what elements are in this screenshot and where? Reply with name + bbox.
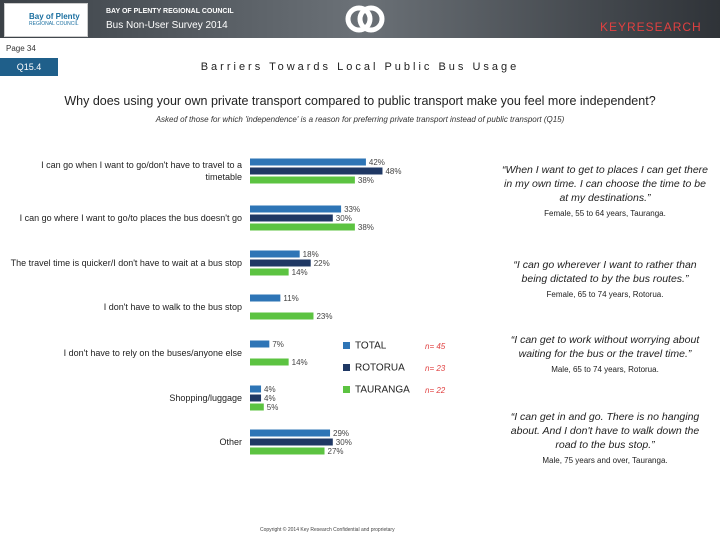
value-label: 14% [292, 358, 308, 367]
quote-source: Female, 65 to 74 years, Rotorua. [546, 290, 664, 299]
base-label: n= 45 [425, 342, 446, 351]
legend-label: TAURANGA [355, 385, 410, 396]
chart-subtitle: Asked of those for which 'independence' … [155, 115, 565, 124]
quote: “When I want to get to places I can get … [500, 163, 710, 221]
quote: “I can get in and go. There is no hangin… [500, 410, 710, 468]
bar [250, 250, 300, 258]
category-label: I don't have to walk to the bus stop [103, 302, 242, 312]
bar [250, 176, 355, 184]
base-label: n= 22 [425, 386, 446, 395]
value-label: 18% [303, 250, 319, 259]
legend-swatch [343, 364, 350, 371]
quote-text: “I can get in and go. There is no hangin… [510, 411, 700, 451]
category-label: I can go where I want to go/to places th… [19, 213, 242, 223]
quote-text: “When I want to get to places I can get … [501, 164, 709, 204]
chart-title: Why does using your own private transpor… [64, 94, 656, 108]
bar [250, 259, 311, 267]
bar [250, 403, 264, 411]
category-label: I don't have to rely on the buses/anyone… [63, 348, 242, 358]
value-label: 33% [344, 205, 360, 214]
legend-swatch [343, 386, 350, 393]
value-label: 23% [316, 312, 332, 321]
value-label: 4% [264, 385, 276, 394]
value-label: 5% [267, 403, 279, 412]
value-label: 14% [292, 268, 308, 277]
category-label: Shopping/luggage [169, 393, 242, 403]
base-label: n= 23 [425, 364, 446, 373]
bar [250, 340, 270, 348]
emblem [345, 5, 385, 33]
legend-label: ROTORUA [355, 363, 405, 374]
bar [250, 223, 355, 231]
footer: Copyright © 2014 Key Research Confidenti… [260, 527, 395, 533]
quote: “I can get to work without worrying abou… [500, 333, 710, 377]
value-label: 7% [272, 340, 284, 349]
quote-text: “I can get to work without worrying abou… [510, 334, 700, 360]
bar [250, 429, 331, 437]
keyresearch-logo: KEYRESEARCH [600, 20, 702, 34]
logo-text: Bay of Plenty [29, 12, 80, 21]
bar [250, 438, 333, 446]
quote-text: “I can go wherever I want to rather than… [513, 259, 697, 285]
value-label: 27% [328, 447, 344, 456]
category-label: The travel time is quicker/I don't have … [10, 258, 242, 268]
bar [250, 394, 262, 402]
value-label: 30% [336, 438, 352, 447]
logo-sub: REGIONAL COUNCIL [29, 21, 79, 27]
bar [250, 268, 289, 276]
section-title: Barriers Towards Local Public Bus Usage [200, 61, 520, 73]
value-label: 48% [385, 167, 401, 176]
bar [250, 214, 333, 222]
bar [250, 167, 383, 175]
legend-label: TOTAL [355, 341, 387, 352]
value-label: 38% [358, 223, 374, 232]
bar [250, 205, 342, 213]
category-label: Other [219, 437, 242, 447]
value-label: 42% [369, 158, 385, 167]
quote-source: Male, 65 to 74 years, Rotorua. [551, 365, 659, 374]
value-label: 29% [333, 429, 349, 438]
survey-name: Bus Non-User Survey 2014 [106, 20, 228, 31]
bar [250, 312, 314, 320]
quote-source: Female, 55 to 64 years, Tauranga. [544, 209, 666, 218]
quote: “I can go wherever I want to rather than… [500, 258, 710, 302]
bar [250, 294, 281, 302]
value-label: 22% [314, 259, 330, 268]
quote-source: Male, 75 years and over, Tauranga. [542, 456, 668, 465]
category-label: I can go when I want to go/don't have to… [41, 160, 242, 182]
bar [250, 447, 325, 455]
value-label: 30% [336, 214, 352, 223]
value-label: 38% [358, 176, 374, 185]
council-logo: Bay of Plenty REGIONAL COUNCIL [4, 3, 88, 37]
question-code: Q15.4 [0, 58, 58, 76]
bar [250, 358, 289, 366]
page-number: Page 34 [6, 44, 36, 53]
value-label: 11% [283, 294, 298, 303]
council-name: BAY OF PLENTY REGIONAL COUNCIL [106, 8, 234, 15]
bar [250, 385, 262, 393]
bar [250, 158, 366, 166]
value-label: 4% [264, 394, 276, 403]
legend-swatch [343, 342, 350, 349]
